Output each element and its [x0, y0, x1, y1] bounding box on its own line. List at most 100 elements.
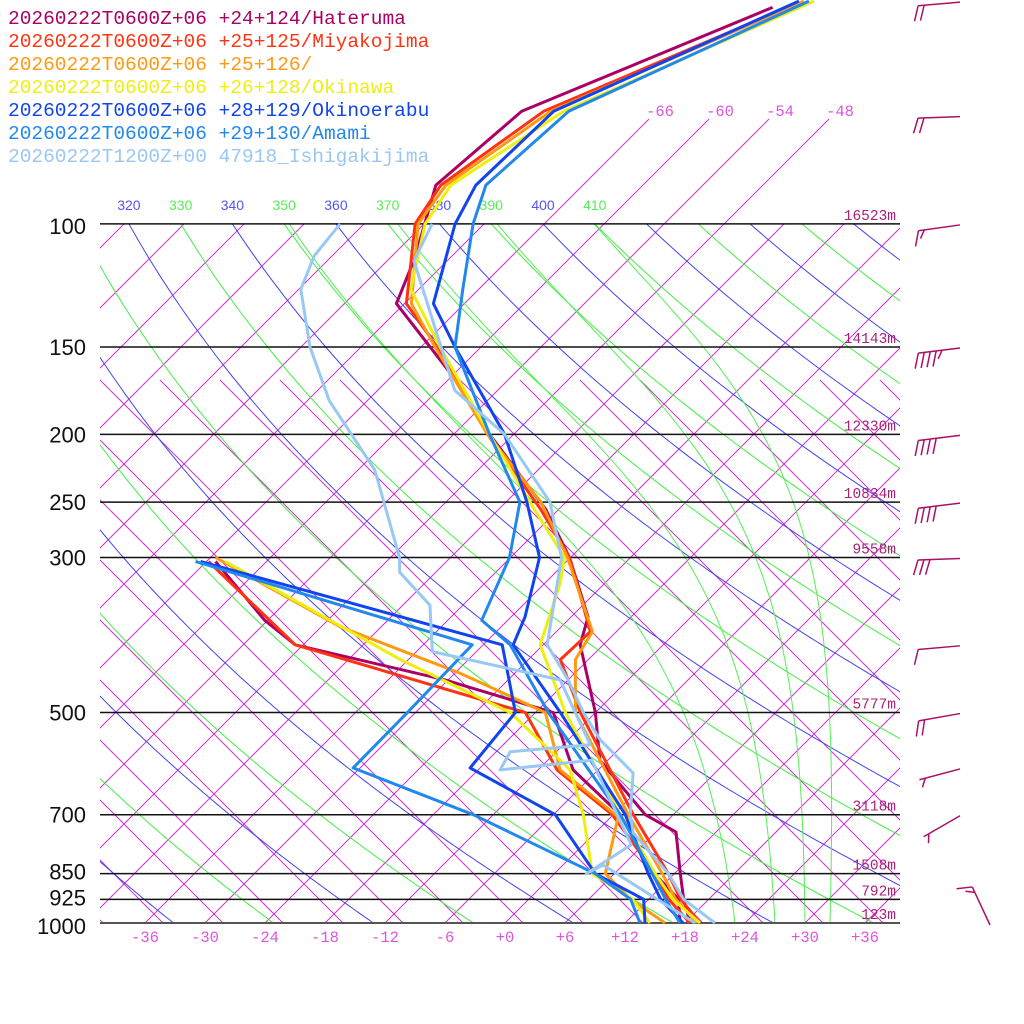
temperature-tick-label: +36	[851, 929, 879, 947]
temperature-tick-label: +18	[671, 929, 699, 947]
pressure-label: 500	[49, 701, 86, 726]
isotherm-line	[564, 587, 900, 924]
temperature-tick-label: -12	[371, 929, 399, 947]
temperature-tick-label: -24	[251, 929, 279, 947]
guide-line	[0, 380, 43, 923]
guide-line	[100, 679, 344, 924]
guide-line	[579, 379, 900, 701]
wind-barb	[914, 502, 961, 524]
dry-adiabat	[100, 860, 174, 924]
guide-line	[219, 379, 764, 924]
wind-barb	[912, 115, 961, 134]
isotherm-line	[204, 227, 900, 924]
soundings	[195, 0, 815, 925]
pressure-label: 850	[49, 860, 86, 885]
isotherm-line	[543, 118, 650, 225]
wind-barb	[912, 557, 961, 576]
theta-label: 350	[273, 197, 297, 213]
temperature-tick-label: +24	[731, 929, 759, 947]
guide-line	[879, 379, 900, 401]
dry-adiabat	[180, 224, 900, 837]
wind-barb	[919, 768, 961, 788]
isotherm-line	[504, 527, 900, 924]
dry-adiabat	[283, 224, 900, 740]
pressure-label: 250	[49, 490, 86, 515]
height-label: 1508m	[852, 859, 896, 875]
height-label: 10834m	[844, 487, 896, 503]
pressure-label: 1000	[37, 914, 86, 939]
legend-item-okinawa: 20260222T0600Z+06 +26+128/Okinawa	[8, 77, 394, 99]
guide-line	[100, 499, 524, 924]
height-label: 12330m	[844, 419, 896, 435]
isotherm-label: -54	[766, 103, 794, 121]
guide-line	[100, 919, 104, 924]
height-label: 9558m	[852, 542, 896, 558]
temperature-tick-label: +30	[791, 929, 819, 947]
pressure-label: 300	[49, 545, 86, 570]
guide-line	[100, 739, 284, 924]
guide-line	[940, 380, 1024, 923]
guide-line	[339, 379, 884, 924]
theta-label: 340	[221, 197, 245, 213]
isotherm-line	[144, 224, 845, 924]
isotherm-label: -60	[706, 103, 734, 121]
temperature-axis: -36 -30 -24 -18 -12 -6 +0 +6 +12 +18 +24 +30 +36	[131, 929, 879, 947]
isotherm-label: -48	[826, 103, 854, 121]
isotherm-line	[723, 118, 830, 225]
isotherm-line	[384, 407, 900, 924]
theta-label: 320	[117, 197, 141, 213]
wind-barb	[914, 347, 961, 369]
isotherm-labels: -66 -60 -54 -48	[543, 103, 854, 225]
sounding-temperature-line	[453, 0, 810, 924]
theta-label: 370	[376, 197, 400, 213]
temperature-tick-label: +0	[496, 929, 515, 947]
guide-line	[699, 379, 900, 581]
height-label: 123m	[861, 908, 896, 924]
guide-line	[519, 379, 900, 761]
sounding-dewpoint-line	[214, 560, 682, 924]
theta-label: 330	[169, 197, 193, 213]
sounding-temperature-line	[412, 223, 716, 925]
guide-line	[459, 379, 900, 821]
theta-label: 360	[324, 197, 348, 213]
theta-label: 400	[531, 197, 555, 213]
isotherm-line	[744, 767, 900, 924]
isotherm-line	[100, 224, 125, 249]
temperature-tick-label: +6	[556, 929, 575, 947]
guide-line	[100, 799, 224, 924]
pressure-label: 925	[49, 885, 86, 910]
isotherm-line	[100, 224, 785, 909]
theta-label: 310	[65, 197, 89, 213]
height-label: 3118m	[852, 800, 896, 816]
isotherm-line	[264, 287, 900, 924]
pressure-label: 100	[49, 214, 86, 239]
theta-labels: 310 320 330 340 350 360 370 380 390 400 410	[65, 197, 606, 213]
dry-adiabat	[438, 224, 900, 601]
pressure-label: 200	[49, 422, 86, 447]
legend-item-amami: 20260222T0600Z+06 +29+130/Amami	[8, 123, 371, 145]
isotherm-line	[100, 224, 245, 369]
guide-line	[759, 379, 900, 521]
height-label: 5777m	[852, 698, 896, 714]
temperature-tick-label: -18	[311, 929, 339, 947]
wind-barb	[913, 1, 961, 22]
isotherm-line	[100, 224, 725, 849]
dry-adiabat	[335, 224, 900, 693]
guide-line	[1000, 380, 1024, 923]
dry-adiabat	[542, 224, 900, 513]
guide-line	[100, 619, 404, 924]
isotherm-line	[100, 224, 185, 309]
height-label: 792m	[861, 884, 896, 900]
isotherm-line	[603, 118, 710, 225]
isotherm-line	[100, 224, 665, 789]
isotherm-label: -66	[646, 103, 674, 121]
temperature-tick-label: -6	[436, 929, 455, 947]
temperature-tick-label: -30	[191, 929, 219, 947]
temperature-tick-label: -36	[131, 929, 159, 947]
sounding-temperature-line	[404, 6, 789, 924]
wind-barb	[914, 434, 961, 457]
sounding-dewpoint-line	[195, 560, 642, 924]
